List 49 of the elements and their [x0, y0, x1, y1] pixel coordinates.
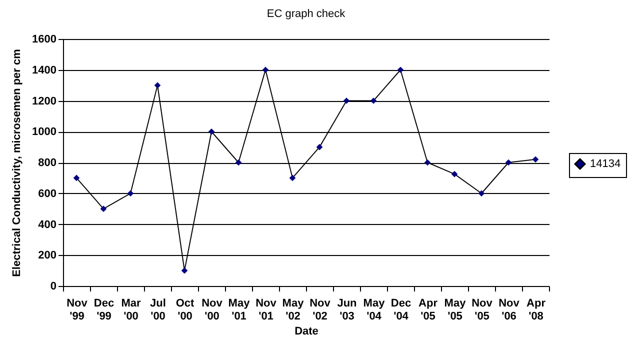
- x-tick-label: Dec '04: [390, 298, 412, 322]
- point: [451, 170, 458, 178]
- y-tick-label: 800: [38, 157, 56, 169]
- point: [289, 174, 296, 182]
- x-tick-label: Jun '03: [337, 298, 358, 322]
- point: [100, 206, 107, 212]
- x-tick-label: Nov '02: [310, 298, 332, 322]
- point: [262, 66, 269, 74]
- point: [316, 144, 323, 150]
- y-tick-label: 600: [38, 188, 56, 200]
- y-tick-label: 0: [50, 280, 56, 292]
- x-tick-label: Apr '08: [526, 298, 546, 322]
- point: [235, 159, 242, 166]
- x-tick-label: May '04: [363, 298, 386, 322]
- point: [208, 128, 215, 135]
- point: [370, 98, 377, 104]
- point: [397, 66, 404, 74]
- legend-label: 14134: [590, 158, 621, 170]
- point: [343, 98, 350, 104]
- x-tick-label: Dec '99: [94, 298, 114, 322]
- y-tick-label: 400: [38, 218, 56, 231]
- y-tick-label: 1200: [32, 95, 56, 108]
- x-tick-label: May '05: [444, 298, 467, 322]
- chart-title: EC graph check: [266, 8, 346, 20]
- x-tick-label: Jul '00: [150, 298, 166, 322]
- point: [478, 190, 485, 197]
- y-tick-label: 1600: [32, 34, 56, 46]
- point: [532, 156, 539, 163]
- x-axis-title: Date: [294, 326, 318, 338]
- point: [127, 190, 134, 197]
- y-tick-label: 200: [38, 250, 56, 262]
- x-tick-label: Oct '00: [176, 298, 194, 322]
- x-tick-label: Nov '99: [66, 298, 88, 322]
- x-tick-label: Mar '00: [121, 298, 142, 322]
- x-tick-label: Apr '05: [418, 298, 438, 322]
- x-tick-label: Nov '01: [256, 298, 278, 322]
- point: [505, 159, 512, 166]
- y-tick-label: 1000: [32, 126, 56, 138]
- x-tick-label: Nov '06: [498, 298, 520, 322]
- x-tick-label: Nov '05: [472, 298, 494, 322]
- x-tick-label: May '02: [282, 298, 305, 322]
- x-tick-label: Nov '00: [202, 298, 224, 322]
- point: [154, 82, 161, 88]
- y-tick-label: 1400: [32, 64, 56, 76]
- y-axis-title: Electrical Conductivity, microsemen per cm: [11, 48, 24, 277]
- x-tick-label: May '01: [228, 298, 251, 322]
- point: [73, 174, 80, 182]
- point: [424, 159, 431, 166]
- point: [181, 267, 188, 274]
